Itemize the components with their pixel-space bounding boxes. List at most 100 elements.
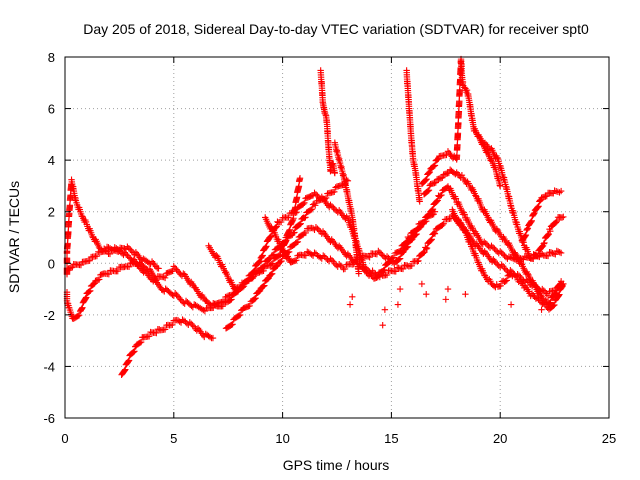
y-axis-ticks: -6 -4 -2 0 2 4 6 8 [43,50,609,426]
data-point [189,322,196,329]
data-point [549,249,556,257]
data-point [285,214,292,221]
data-point [251,295,258,303]
data-point [251,267,258,274]
data-point [550,302,557,309]
data-point [494,154,501,161]
data-point [86,288,93,295]
y-tick-label: -2 [43,308,55,323]
data-point [170,263,177,270]
data-point [213,251,220,259]
data-point [421,177,429,184]
data-point [269,260,277,267]
satellite-track-12 [420,166,565,308]
data-point [176,294,183,302]
data-point [102,248,109,255]
y-tick-label: -4 [43,359,55,374]
data-point [114,267,121,275]
data-point [210,304,217,312]
data-point [314,225,321,232]
data-point [311,189,318,197]
data-point [137,338,145,346]
data-point [256,258,264,265]
x-axis-label: GPS time / hours [283,457,390,473]
data-point [439,174,446,181]
data-point [539,243,546,250]
data-point [366,268,373,275]
data-point [223,293,231,300]
data-point [145,333,153,340]
data-point [434,197,441,204]
data-point [75,312,83,319]
data-point [268,270,276,277]
satellite-track-8 [317,67,339,177]
data-point [229,321,236,328]
data-point [171,289,179,297]
data-point [301,214,308,222]
data-point [545,230,552,238]
data-point [412,231,419,238]
data-point [431,230,439,237]
data-point [122,366,129,373]
data-point [328,256,336,264]
data-point [277,258,284,265]
data-point [363,265,370,273]
data-point [536,197,544,204]
data-point [378,250,385,258]
data-point [153,329,160,337]
data-point [429,205,437,213]
data-point [524,225,532,232]
data-point [423,245,430,253]
data-point [432,179,439,186]
data-point [540,287,547,294]
data-point [201,307,209,315]
data-point [293,257,300,264]
data-point [404,243,412,250]
data-point [556,249,563,256]
data-point [95,276,103,283]
data-point [420,219,427,226]
data-point [489,244,497,251]
data-point [349,293,356,301]
data-point [255,259,262,267]
data-point [431,162,439,169]
data-point [420,249,427,256]
data-point [277,218,285,226]
data-point [560,213,567,221]
data-point [461,211,468,218]
data-point [530,255,537,262]
data-point [421,218,428,226]
data-point [301,199,308,206]
data-point [544,231,552,239]
data-point [127,246,134,253]
data-point [307,206,315,214]
data-point [437,192,444,199]
data-point [262,243,270,251]
data-point [341,265,349,273]
data-point [77,261,85,269]
data-point [186,319,193,326]
data-point [551,301,558,309]
data-point [557,187,565,195]
data-point [285,248,293,255]
data-point [492,259,500,267]
data-point [302,252,310,259]
satellite-track-13 [475,131,567,262]
data-point [428,207,435,214]
data-point [212,300,220,308]
data-point [428,236,435,243]
data-point [426,237,434,245]
data-point [392,268,399,275]
data-point [547,227,554,235]
data-point [331,206,339,213]
data-point [235,312,243,319]
data-point [74,312,82,320]
data-point [522,232,529,240]
data-point [383,253,391,260]
data-point [188,320,195,327]
data-point [206,333,214,341]
data-point [440,220,447,227]
data-point [252,294,259,302]
data-point [552,219,560,226]
